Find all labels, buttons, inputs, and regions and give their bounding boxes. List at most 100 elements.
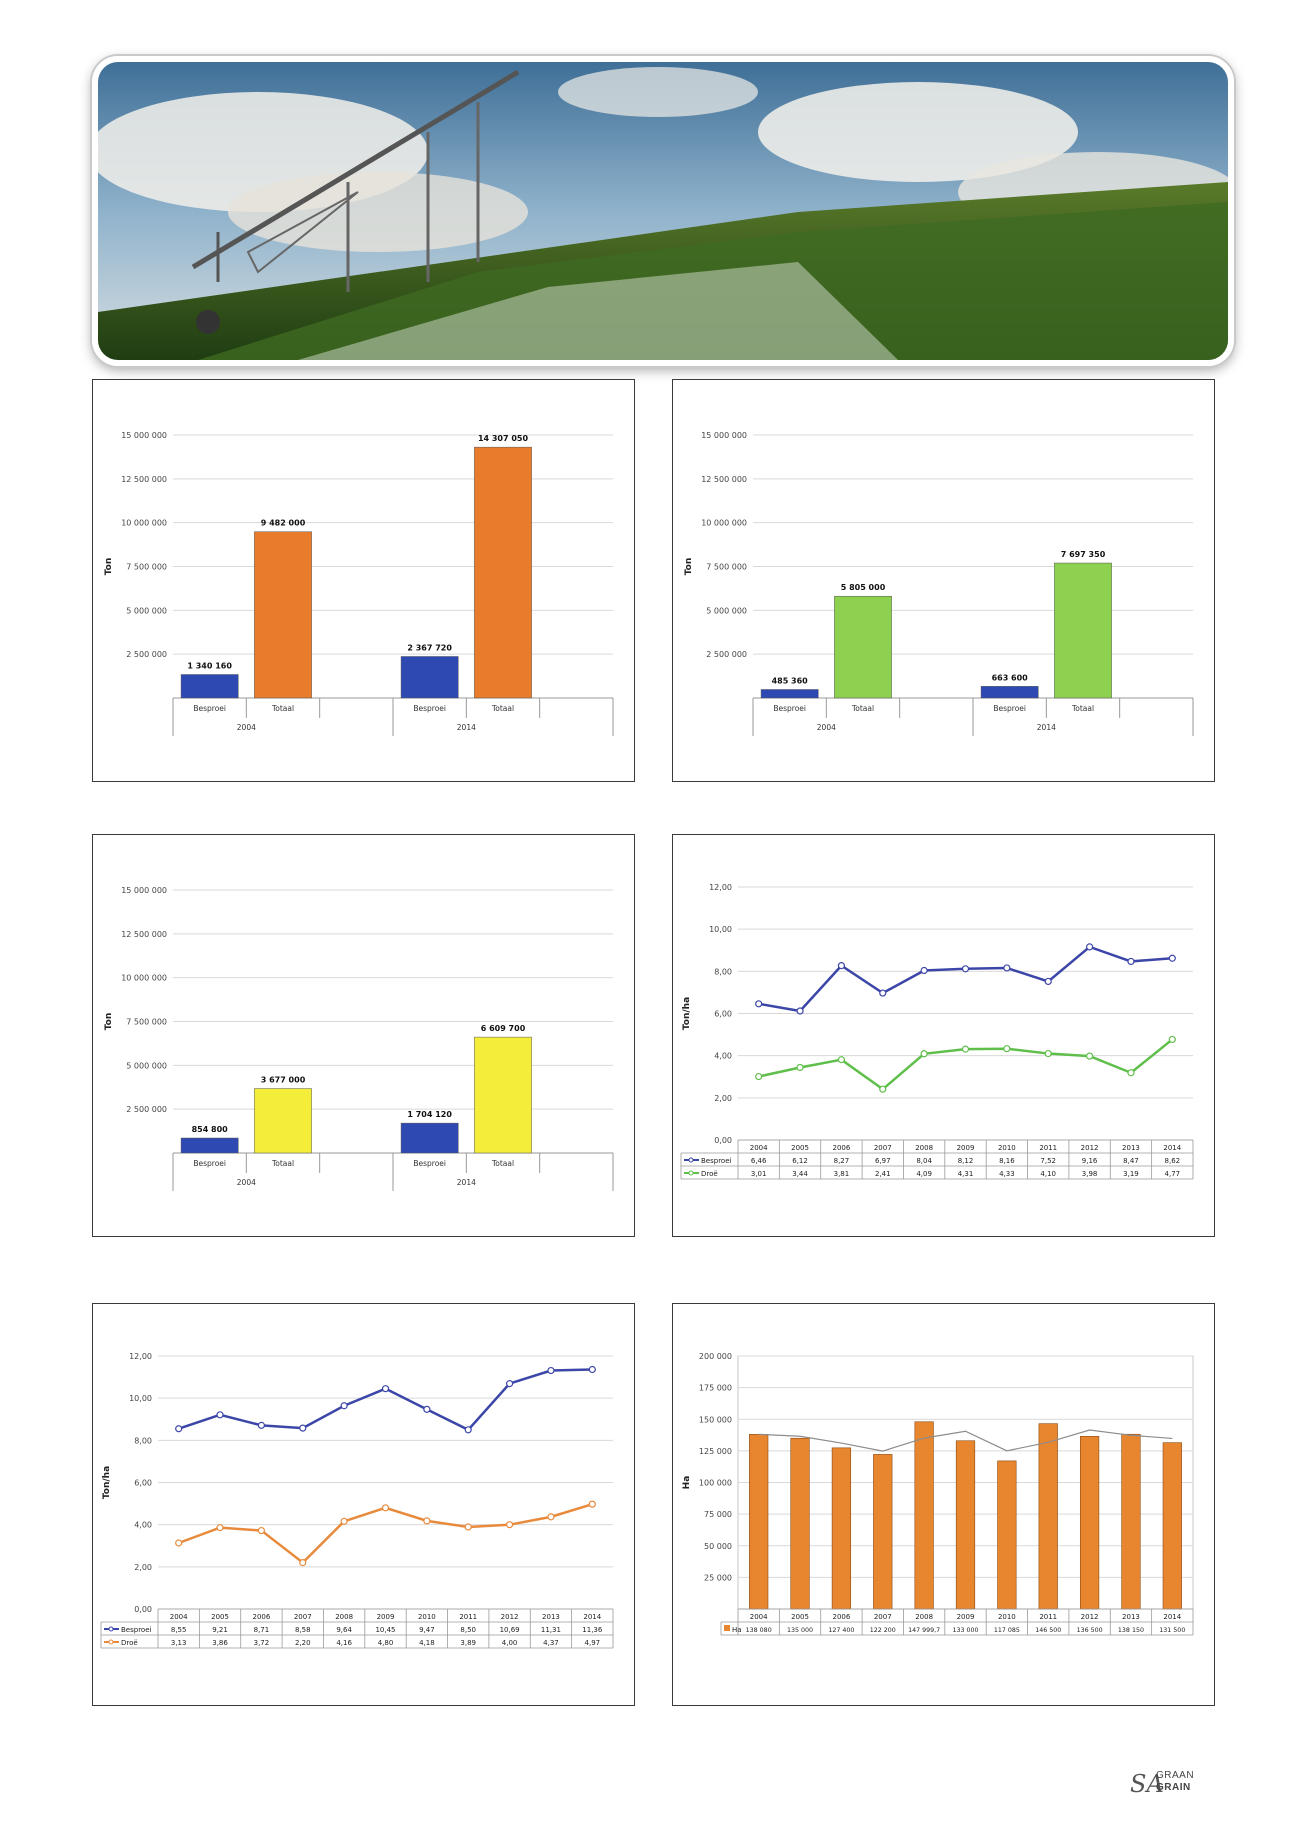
- y-axis-label: Ton/ha: [102, 1466, 112, 1499]
- table-value: 4,80: [378, 1639, 394, 1647]
- legend-series-name: Droë: [121, 1639, 138, 1647]
- data-point: [175, 1539, 183, 1547]
- y-tick-label: 10 000 000: [701, 519, 747, 528]
- y-tick-label: 8,00: [714, 967, 732, 976]
- x-category-label: Besproei: [773, 704, 806, 713]
- data-point: [423, 1517, 431, 1525]
- y-tick-label: 12 500 000: [121, 930, 167, 939]
- x-category-label: 2006: [832, 1613, 850, 1621]
- bar: [1079, 1436, 1100, 1610]
- data-point: [879, 1085, 887, 1093]
- bar-value-label: 854 800: [192, 1125, 229, 1134]
- x-category-label: 2010: [998, 1613, 1016, 1621]
- table-value: 9,47: [419, 1626, 435, 1634]
- y-tick-label: 7 500 000: [126, 563, 167, 572]
- y-tick-label: 2,00: [134, 1563, 152, 1572]
- table-value: 8,04: [916, 1157, 932, 1165]
- bar-value-label: 2 367 720: [407, 643, 452, 652]
- y-tick-label: 2 500 000: [706, 650, 747, 659]
- data-point: [216, 1411, 224, 1419]
- y-tick-label: 12 500 000: [121, 475, 167, 484]
- bar-chart-2: 15 000 000 12 500 000 10 000 000 7 500 000 5…: [684, 431, 1194, 736]
- data-point: [1003, 1045, 1011, 1053]
- x-category-label: 2004: [750, 1144, 768, 1152]
- x-category-label: 2009: [377, 1613, 395, 1621]
- data-point: [837, 1056, 846, 1064]
- data-point: [505, 1521, 514, 1529]
- bar: [474, 446, 532, 699]
- x-category-label: Totaal: [271, 1159, 294, 1168]
- bar: [955, 1440, 976, 1610]
- data-point: [961, 965, 970, 973]
- data-point: [423, 1405, 431, 1413]
- x-category-label: 2012: [501, 1613, 519, 1621]
- table-value: 4,31: [958, 1170, 974, 1178]
- x-category-label: Totaal: [1071, 704, 1094, 713]
- chart-panel-5: 12,00 10,00 8,00 6,00 4,00 2,00 0,00 Ton/ha 2004…: [92, 1303, 635, 1706]
- x-category-label: 2014: [583, 1613, 601, 1621]
- bar-value-label: 7 697 350: [1061, 550, 1106, 559]
- table-value: 4,10: [1040, 1170, 1056, 1178]
- data-point: [1044, 1049, 1052, 1058]
- data-point: [961, 1045, 970, 1053]
- y-tick-label: 6,00: [134, 1479, 152, 1488]
- data-point: [340, 1517, 348, 1525]
- bar: [180, 1137, 239, 1154]
- y-tick-label: 12,00: [709, 883, 732, 892]
- bar-chart-3: 15 000 000 12 500 000 10 000 000 7 500 000 5…: [104, 886, 614, 1191]
- data-point: [796, 1063, 804, 1072]
- x-category-label: 2006: [252, 1613, 270, 1621]
- data-point: [1168, 954, 1176, 962]
- y-axis-label: Ton: [104, 558, 114, 576]
- x-group-label: 2014: [457, 723, 476, 732]
- table-value: 4,37: [543, 1639, 559, 1647]
- header-photo-banner: [92, 56, 1234, 366]
- data-point: [879, 989, 887, 997]
- y-tick-label: 2,00: [714, 1094, 732, 1103]
- bar-value-label: 1 340 160: [187, 662, 232, 671]
- x-category-label: 2009: [957, 1144, 975, 1152]
- data-point: [464, 1426, 472, 1434]
- trend-line: [758, 1429, 1173, 1452]
- y-tick-label: 4,00: [134, 1521, 152, 1530]
- table-value: 11,31: [541, 1626, 561, 1634]
- data-point: [547, 1513, 555, 1521]
- y-tick-label: 10,00: [709, 925, 732, 934]
- x-category-label: Totaal: [491, 1159, 514, 1168]
- table-value: 3,89: [460, 1639, 476, 1647]
- bar: [790, 1437, 810, 1610]
- line-chart-4: 12,00 10,00 8,00 6,00 4,00 2,00 0,00 Ton/ha 2004…: [680, 883, 1194, 1180]
- table-value: 133 000: [952, 1627, 978, 1634]
- x-category-label: Totaal: [491, 704, 514, 713]
- logo-grain-text: GRAIN: [1156, 1782, 1191, 1793]
- x-category-label: Totaal: [271, 704, 294, 713]
- x-category-label: 2012: [1081, 1613, 1099, 1621]
- table-value: 10,69: [500, 1626, 520, 1634]
- y-tick-label: 8,00: [134, 1436, 152, 1445]
- x-category-label: Besproei: [193, 704, 226, 713]
- y-tick-label: 5 000 000: [126, 1061, 167, 1070]
- data-point: [1003, 964, 1011, 972]
- table-value: 9,64: [336, 1626, 352, 1634]
- x-category-label: 2010: [418, 1613, 436, 1621]
- table-value: 2,20: [295, 1639, 311, 1647]
- data-point: [1168, 1035, 1176, 1044]
- data-point: [381, 1385, 390, 1393]
- logo-sa-text: SA: [1130, 1770, 1164, 1798]
- x-category-label: 2012: [1081, 1144, 1099, 1152]
- x-category-label: 2005: [791, 1144, 809, 1152]
- y-axis-label: Ton: [104, 1013, 114, 1031]
- bar: [831, 1447, 852, 1610]
- x-category-label: 2011: [1039, 1144, 1057, 1152]
- legend-series-name: Besproei: [701, 1157, 732, 1165]
- table-value: 4,97: [585, 1639, 601, 1647]
- table-value: 127 400: [828, 1627, 854, 1634]
- y-tick-label: 200 000: [699, 1352, 732, 1361]
- series-line: [178, 1368, 593, 1432]
- bar: [1038, 1423, 1058, 1610]
- x-category-label: 2013: [542, 1613, 560, 1621]
- x-category-label: 2007: [874, 1613, 892, 1621]
- y-tick-label: 0,00: [714, 1136, 732, 1145]
- bar: [180, 674, 239, 699]
- data-point: [505, 1380, 514, 1388]
